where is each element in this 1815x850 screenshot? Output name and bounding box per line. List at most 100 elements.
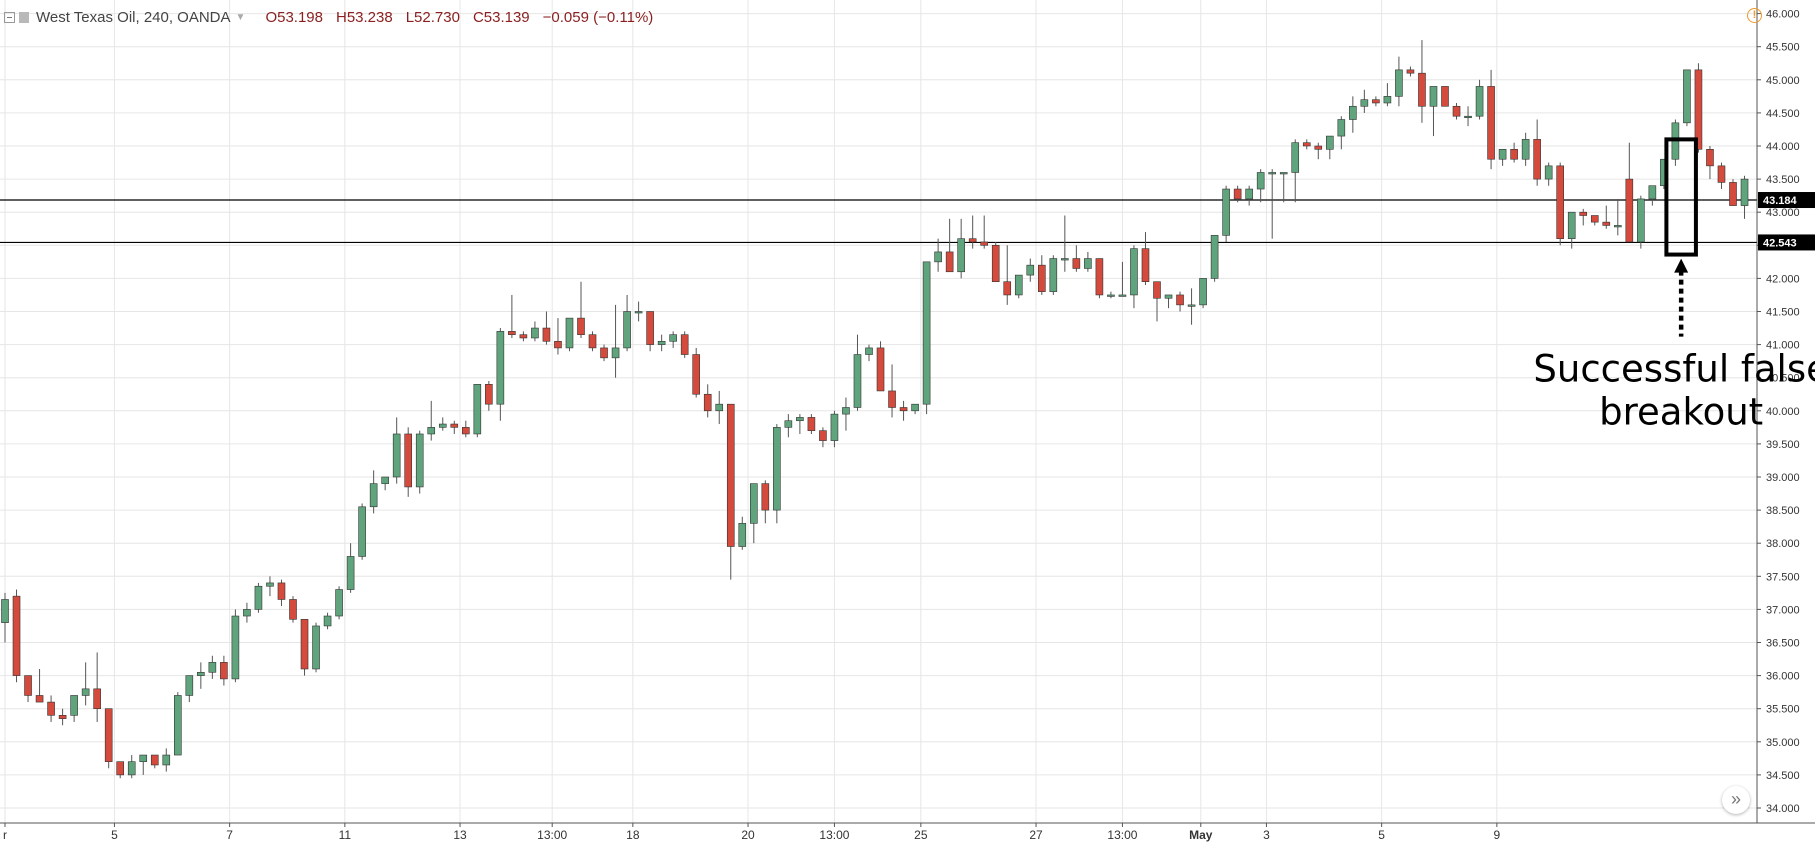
candle-body — [369, 483, 378, 508]
candle-body — [1291, 142, 1300, 173]
scroll-right-icon[interactable]: » — [1722, 786, 1750, 814]
x-tick-label: 13 — [453, 828, 467, 842]
candle-body — [1406, 69, 1415, 74]
y-tick-label: 36.000 — [1766, 671, 1800, 683]
candle-body — [1567, 211, 1576, 239]
symbol-title[interactable]: West Texas Oil, 240, OANDA — [36, 8, 231, 26]
candle-body — [243, 609, 251, 617]
candle-body — [450, 423, 459, 428]
candle-body — [968, 238, 977, 243]
candle-body — [185, 675, 194, 696]
symbol-marker-icon — [19, 11, 29, 23]
candle-body — [1302, 142, 1311, 147]
candle-body — [876, 347, 885, 392]
candle-body — [323, 615, 332, 627]
candle-body — [358, 506, 366, 557]
y-tick-label: 38.500 — [1766, 505, 1800, 517]
candle-body — [1602, 221, 1611, 226]
candle-body — [1614, 225, 1622, 228]
candle-body — [1729, 182, 1737, 206]
candle-body — [139, 754, 148, 762]
candle-body — [945, 251, 954, 273]
candle-body — [1464, 115, 1472, 119]
candle-body — [150, 754, 159, 766]
candle-body — [1049, 258, 1058, 292]
candle-body — [911, 403, 919, 412]
candle-body — [1579, 211, 1588, 216]
candle-body — [1014, 274, 1023, 296]
annotation-line-1: Successful false — [1533, 348, 1815, 391]
y-tick-label: 41.500 — [1766, 307, 1800, 319]
candle-body — [657, 340, 666, 345]
candle-body — [934, 251, 942, 263]
candle-body — [957, 238, 965, 273]
x-tick-label: 13:00 — [1107, 828, 1137, 842]
candle-body — [600, 347, 608, 359]
candle-body — [1349, 105, 1357, 120]
candle-body — [842, 407, 850, 415]
candle-body — [162, 754, 171, 766]
candle-body — [1326, 135, 1334, 150]
candle-body — [819, 430, 827, 441]
candle-body — [1510, 149, 1518, 160]
level-label: 42.543 — [1763, 237, 1797, 249]
x-tick-label: 18 — [626, 828, 640, 842]
candle-body — [473, 384, 482, 435]
candle-body — [773, 427, 781, 511]
candle-body — [312, 625, 320, 670]
alert-icon[interactable]: ! — [1747, 8, 1762, 23]
y-tick-label: 45.000 — [1766, 75, 1800, 87]
candle-body — [1372, 99, 1380, 104]
candle-body — [531, 327, 539, 339]
y-tick-label: 39.500 — [1766, 439, 1800, 451]
y-tick-label: 41.000 — [1766, 340, 1800, 352]
candle-body — [266, 582, 274, 587]
candle-body — [784, 420, 793, 428]
highlight-box — [1664, 137, 1698, 257]
y-tick-label: 34.500 — [1766, 770, 1800, 782]
candle-body — [197, 671, 205, 676]
candle-body — [427, 427, 436, 435]
candle-body — [231, 615, 240, 680]
candle-body — [1429, 86, 1438, 107]
open-value: O53.198 — [265, 8, 323, 26]
chevron-down-icon[interactable]: ▼ — [235, 11, 246, 23]
price-axis-bg — [1757, 0, 1815, 850]
candle-body — [1279, 172, 1288, 175]
candle-body — [577, 317, 585, 335]
collapse-icon[interactable] — [4, 11, 15, 23]
candle-body — [899, 407, 908, 412]
candle-body — [1452, 105, 1461, 117]
x-tick-label: 3 — [1263, 828, 1270, 842]
candle-body — [24, 675, 32, 696]
candle-body — [1199, 278, 1207, 306]
candle-body — [1256, 172, 1265, 190]
candle-body — [1072, 258, 1081, 269]
x-tick-label: 7 — [226, 828, 233, 842]
y-tick-label: 40.000 — [1766, 406, 1800, 418]
y-tick-label: 43.500 — [1766, 174, 1800, 186]
x-tick-label: 9 — [1493, 828, 1500, 842]
y-tick-label: 40.500 — [1766, 373, 1800, 385]
high-value: H53.238 — [335, 8, 393, 26]
candle-body — [1637, 198, 1645, 243]
candle-body — [47, 701, 55, 716]
candle-body — [508, 331, 516, 335]
candle-body — [58, 715, 67, 719]
candle-body — [300, 619, 309, 670]
y-tick-label: 38.000 — [1766, 538, 1800, 550]
candle-body — [1141, 248, 1150, 283]
x-tick-label: May — [1189, 828, 1213, 842]
time-axis: r 5 7 11 13 13:00 18 20 13:00 25 27 13:00 May 3 5 9 — [0, 822, 1815, 842]
candle-body — [254, 585, 263, 610]
candle-body — [1268, 172, 1276, 175]
candle-body — [1153, 281, 1161, 299]
candle-body — [1337, 119, 1346, 137]
candle-body — [1038, 264, 1046, 292]
symbol-legend: West Texas Oil, 240, OANDA ▼ O53.198 H53… — [4, 6, 666, 28]
candle-body — [485, 384, 493, 405]
candle-body — [519, 334, 528, 339]
candle-body — [1095, 258, 1104, 296]
candle-body — [70, 695, 78, 716]
